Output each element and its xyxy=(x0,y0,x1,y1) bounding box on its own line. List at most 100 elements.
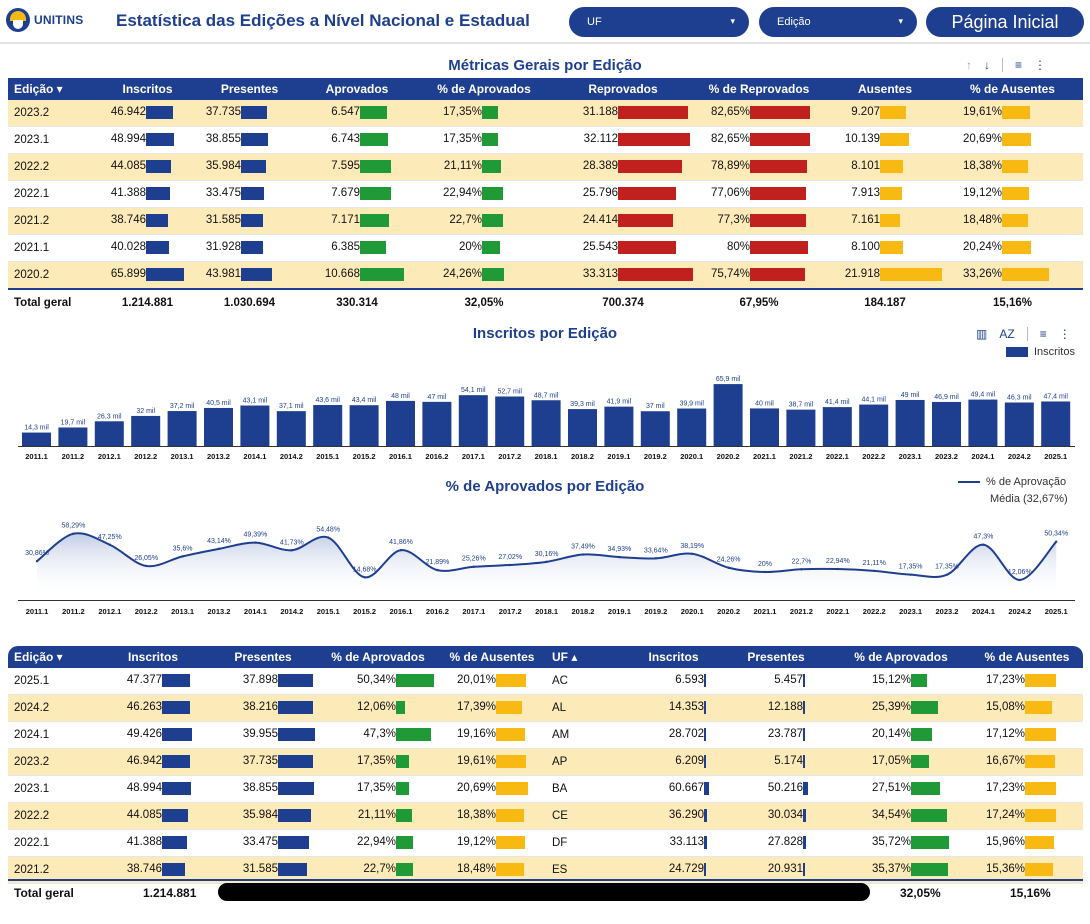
aprov-point[interactable] xyxy=(363,576,366,579)
inscritos-bar[interactable] xyxy=(131,415,161,446)
edicao-table-row[interactable]: 2024.2 46.263 38.216 12,06% 17,39% xyxy=(8,694,546,722)
aprov-point[interactable] xyxy=(1018,578,1021,582)
inscritos-legend[interactable]: Inscritos xyxy=(1006,346,1075,358)
col-pct-aprovados[interactable]: % de Aprovados xyxy=(412,78,556,100)
aprov-point[interactable] xyxy=(800,568,803,571)
inscritos-bar[interactable] xyxy=(932,401,961,446)
col-presentes[interactable]: Presentes xyxy=(721,646,831,668)
col-inscritos[interactable]: Inscritos xyxy=(626,646,721,668)
inscritos-bar[interactable] xyxy=(458,395,488,446)
uf-table-row[interactable]: AL 14.353 12.188 25,39% 15,08% xyxy=(546,694,1083,722)
metrics-row[interactable]: 2021.1 40.028 31.928 6.385 20% 25.543 80% 8.100… xyxy=(8,234,1083,262)
inscritos-bar[interactable] xyxy=(1041,401,1071,446)
col-pct-aprovados[interactable]: % de Aprovados xyxy=(831,646,971,668)
aprov-point[interactable] xyxy=(472,565,475,568)
col-pct-aprovados[interactable]: % de Aprovados xyxy=(318,646,438,668)
aprov-point[interactable] xyxy=(727,566,730,569)
inscritos-bar[interactable] xyxy=(859,404,889,446)
aprov-point[interactable] xyxy=(618,555,621,559)
uf-table-row[interactable]: AM 28.702 23.787 20,14% 17,12% xyxy=(546,721,1083,749)
col-presentes[interactable]: Presentes xyxy=(208,646,318,668)
more-options-icon[interactable]: ⋮ xyxy=(1058,327,1071,341)
aprov-point[interactable] xyxy=(327,536,330,539)
metrics-row[interactable]: 2020.2 65.899 43.981 10.668 24,26% 33.313 75,7… xyxy=(8,261,1083,290)
inscritos-bar[interactable] xyxy=(349,405,379,446)
inscritos-bar[interactable] xyxy=(713,384,743,446)
aprov-point[interactable] xyxy=(181,555,184,558)
col-ausentes[interactable]: Ausentes xyxy=(828,78,942,100)
metrics-row[interactable]: 2023.2 46.942 37.735 6.547 17,35% 31.188 82,65… xyxy=(8,100,1083,127)
inscritos-bar[interactable] xyxy=(968,399,998,446)
edicao-dropdown[interactable]: Edição ▾ xyxy=(759,7,917,37)
inscritos-bar[interactable] xyxy=(276,411,306,446)
col-inscritos[interactable]: Inscritos xyxy=(98,78,197,100)
aprov-point[interactable] xyxy=(509,563,512,567)
aprov-point[interactable] xyxy=(945,573,949,576)
inscritos-bar[interactable] xyxy=(204,407,233,446)
inscritos-bar[interactable] xyxy=(895,399,925,446)
edicao-table-row[interactable]: 2022.1 41.388 33.475 22,94% 19,12% xyxy=(8,829,546,857)
inscritos-bar[interactable] xyxy=(1004,402,1034,446)
inscritos-bar[interactable] xyxy=(313,405,343,446)
inscritos-bar[interactable] xyxy=(677,408,707,446)
aprov-point[interactable] xyxy=(217,547,221,551)
inscritos-bar[interactable] xyxy=(240,405,270,446)
edicao-table-row[interactable]: 2022.2 44.085 35.984 21,11% 18,38% xyxy=(8,802,546,830)
aprov-point[interactable] xyxy=(909,573,912,576)
aprov-point[interactable] xyxy=(35,559,39,563)
inscritos-bar[interactable] xyxy=(640,411,670,446)
aprov-point[interactable] xyxy=(399,548,403,552)
inscritos-bar[interactable] xyxy=(386,400,415,446)
inscritos-bar[interactable] xyxy=(495,396,525,446)
edicao-table-row[interactable]: 2023.1 48.994 38.855 17,35% 20,69% xyxy=(8,775,546,803)
aprov-point[interactable] xyxy=(72,532,75,535)
col-uf[interactable]: UF ▴ xyxy=(546,646,626,668)
inscritos-bar[interactable] xyxy=(94,421,124,446)
metrics-row[interactable]: 2022.2 44.085 35.984 7.595 21,11% 28.389 78,89… xyxy=(8,153,1083,181)
uf-table-row[interactable]: AC 6.593 5.457 15,12% 17,23% xyxy=(546,668,1083,695)
aprov-point[interactable] xyxy=(1055,540,1058,543)
more-options-icon[interactable]: ⋮ xyxy=(1034,58,1047,72)
aprov-point[interactable] xyxy=(290,549,293,552)
aprov-point[interactable] xyxy=(545,560,548,564)
inscritos-bar[interactable] xyxy=(58,427,88,446)
col-pct-ausentes[interactable]: % de Ausentes xyxy=(438,646,546,668)
aprov-point[interactable] xyxy=(654,557,657,560)
aprov-point[interactable] xyxy=(691,552,694,556)
inscritos-bar[interactable] xyxy=(167,411,197,446)
col-reprovados[interactable]: Reprovados xyxy=(556,78,690,100)
col-edicao[interactable]: Edição ▾ xyxy=(8,646,98,668)
aprov-point[interactable] xyxy=(436,568,439,572)
aprov-point[interactable] xyxy=(108,543,112,546)
inscritos-bar[interactable] xyxy=(604,406,634,446)
metrics-row[interactable]: 2022.1 41.388 33.475 7.679 22,94% 25.796 77,06… xyxy=(8,180,1083,208)
arrow-down-icon[interactable]: ↓ xyxy=(984,58,990,72)
edicao-table-row[interactable]: 2025.1 47.377 37.898 50,34% 20,01% xyxy=(8,668,546,695)
uf-table-row[interactable]: CE 36.290 30.034 34,54% 17,24% xyxy=(546,802,1083,830)
edicao-table-row[interactable]: 2023.2 46.942 37.735 17,35% 19,61% xyxy=(8,748,546,776)
arrow-up-icon[interactable]: ↑ xyxy=(966,58,972,72)
aprov-point[interactable] xyxy=(763,570,767,574)
edicao-table-row[interactable]: 2024.1 49.426 39.955 47,3% 19,16% xyxy=(8,721,546,749)
filter-icon[interactable]: ≡ xyxy=(1039,327,1047,341)
col-inscritos[interactable]: Inscritos xyxy=(98,646,208,668)
aprov-point[interactable] xyxy=(873,569,876,573)
col-edicao[interactable]: Edição ▾ xyxy=(8,78,98,100)
aprov-point[interactable] xyxy=(836,567,839,571)
sort-az-icon[interactable]: AZ xyxy=(999,327,1015,341)
uf-table-row[interactable]: AP 6.209 5.174 17,05% 16,67% xyxy=(546,748,1083,776)
metrics-row[interactable]: 2023.1 48.994 38.855 6.743 17,35% 32.112 82,65… xyxy=(8,126,1083,154)
chart-icon[interactable]: ▥ xyxy=(976,327,988,341)
aprov-point[interactable] xyxy=(982,543,985,546)
aprov-point[interactable] xyxy=(581,553,585,556)
aprov-point[interactable] xyxy=(145,564,148,568)
col-pct-reprovados[interactable]: % de Reprovados xyxy=(690,78,828,100)
unitins-logo[interactable]: UNITINS xyxy=(6,8,83,32)
inscritos-bar[interactable] xyxy=(822,407,852,446)
home-page-button[interactable]: Página Inicial xyxy=(926,7,1084,37)
uf-table-row[interactable]: DF 33.113 27.828 35,72% 15,96% xyxy=(546,829,1083,857)
inscritos-bar[interactable] xyxy=(531,400,561,446)
col-pct-ausentes[interactable]: % de Ausentes xyxy=(942,78,1083,100)
filter-icon[interactable]: ≡ xyxy=(1015,58,1023,72)
col-aprovados[interactable]: Aprovados xyxy=(302,78,412,100)
